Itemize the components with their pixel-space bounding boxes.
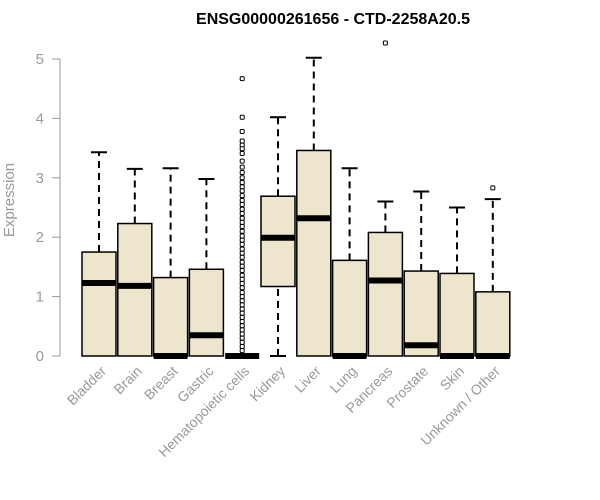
box-gastric [188, 177, 225, 357]
chart-title: ENSG00000261656 - CTD-2258A20.5 [196, 11, 470, 28]
box-iqr [439, 272, 475, 357]
outlier-point [239, 237, 245, 243]
box-bladder [81, 151, 117, 357]
y-tick-label: 1 [36, 289, 44, 306]
outlier-point [239, 197, 245, 203]
boxes-group [81, 40, 511, 359]
x-tick-label: Breast [141, 363, 181, 403]
box-iqr [152, 276, 189, 357]
outlier-point [239, 241, 245, 247]
box-kidney [260, 116, 296, 357]
outlier-point [239, 219, 245, 225]
outlier-point [239, 314, 245, 320]
outlier-point [490, 185, 496, 191]
box-brain [117, 167, 153, 357]
y-tick-label: 3 [36, 170, 44, 187]
box-iqr [260, 195, 296, 288]
outlier-point [239, 202, 245, 208]
outlier-point [239, 281, 245, 287]
outlier-point [239, 335, 245, 341]
outlier-point [239, 298, 245, 304]
box-unknown-other [475, 185, 511, 359]
outlier-point [239, 224, 245, 230]
outlier-point [239, 206, 245, 212]
y-tick-label: 0 [36, 348, 44, 365]
outlier-point [239, 267, 245, 273]
box-pancreas [367, 40, 404, 357]
outlier-point [239, 302, 245, 308]
outlier-point [239, 276, 245, 282]
outlier-point [239, 210, 245, 216]
box-prostate [403, 190, 439, 357]
outlier-point [239, 175, 245, 181]
outlier-point [239, 254, 245, 260]
x-tick-label: Liver [291, 363, 324, 396]
box-iqr [188, 268, 225, 357]
outlier-point [239, 294, 245, 300]
outlier-point [239, 331, 245, 337]
box-lung [331, 167, 368, 359]
box-iqr [475, 291, 511, 357]
outlier-point [239, 327, 245, 333]
box-iqr [367, 231, 404, 357]
outlier-point [239, 259, 245, 265]
outlier-point [239, 348, 245, 354]
box-hematopoietic-cells [225, 76, 260, 359]
outlier-point [239, 215, 245, 221]
outlier-point [239, 180, 245, 186]
outlier-point [239, 310, 245, 316]
outlier-point [239, 319, 245, 325]
outlier-point [239, 343, 245, 349]
outlier-point [239, 285, 245, 291]
outlier-point [239, 169, 245, 175]
box-iqr [81, 251, 117, 357]
box-iqr [403, 270, 439, 357]
outlier-point [239, 76, 245, 82]
outlier-point [239, 250, 245, 256]
y-tick-label: 2 [36, 229, 44, 246]
x-tick-label: Bladder [64, 363, 110, 409]
outlier-point [239, 306, 245, 312]
box-iqr [296, 149, 332, 357]
outlier-point [239, 289, 245, 295]
box-breast [152, 167, 189, 359]
y-axis-label: Expression [1, 163, 18, 237]
box-skin [439, 206, 475, 359]
x-tick-label: Kidney [247, 363, 289, 405]
outlier-point [239, 272, 245, 278]
y-tick-label: 5 [36, 51, 44, 68]
x-tick-label: Brain [110, 363, 144, 397]
outlier-point [239, 339, 245, 345]
outlier-point [239, 228, 245, 234]
outlier-point [239, 114, 245, 120]
outlier-point [239, 263, 245, 269]
outlier-point [239, 164, 245, 170]
x-tick-label: Skin [437, 363, 468, 394]
box-iqr [117, 222, 153, 357]
outlier-point [239, 184, 245, 190]
outlier-point [239, 323, 245, 329]
outlier-point [239, 150, 245, 156]
box-liver [296, 56, 332, 357]
outlier-point [239, 146, 245, 152]
outlier-point [239, 193, 245, 199]
y-axis: 0 1 2 3 4 5 [36, 51, 61, 365]
outlier-point [239, 188, 245, 194]
outlier-point [382, 40, 388, 46]
outlier-point [239, 158, 245, 164]
outlier-point [239, 138, 245, 144]
outlier-point [239, 246, 245, 252]
outlier-point [239, 128, 245, 134]
y-tick-label: 4 [36, 110, 44, 127]
outlier-point [239, 233, 245, 239]
box-iqr [331, 259, 368, 357]
